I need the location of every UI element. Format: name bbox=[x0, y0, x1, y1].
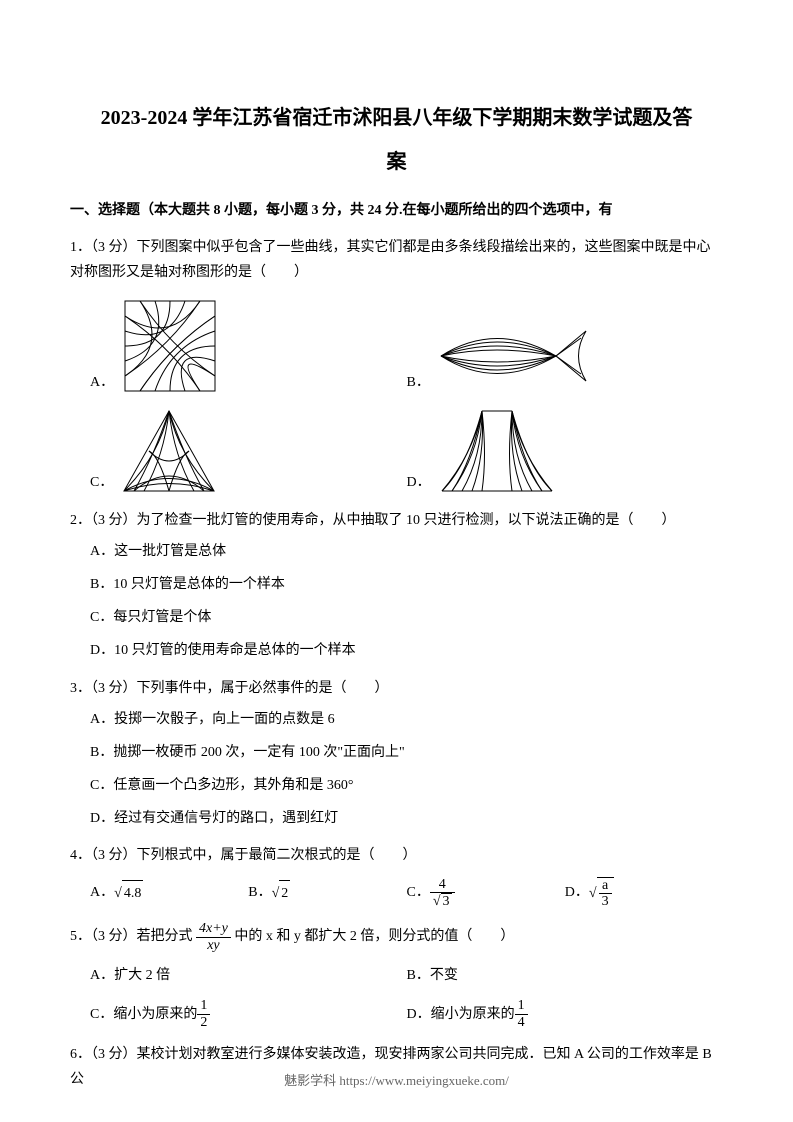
option-a: A．投掷一次骰子，向上一面的点数是 6 bbox=[90, 707, 723, 732]
figure-a-icon bbox=[120, 296, 220, 396]
image-options-row-2: C． D． bbox=[70, 406, 723, 496]
option-d: D．经过有交通信号灯的路口，遇到红灯 bbox=[90, 806, 723, 831]
option-a: A．这一批灯管是总体 bbox=[90, 539, 723, 564]
option-b: B．抛掷一枚硬币 200 次，一定有 100 次"正面向上" bbox=[90, 740, 723, 765]
radicand: 3 bbox=[441, 893, 452, 909]
denominator: 2 bbox=[197, 1015, 210, 1030]
numerator: 1 bbox=[515, 998, 528, 1014]
radicand: a3 bbox=[597, 877, 614, 910]
denominator: 4 bbox=[515, 1015, 528, 1030]
question-text: 5．（3 分）若把分式 4x+yxy 中的 x 和 y 都扩大 2 倍，则分式的… bbox=[70, 921, 723, 953]
question-prefix: 6．（3 分） bbox=[70, 1047, 137, 1062]
option-label: B． bbox=[248, 880, 271, 905]
text-after: 中的 x 和 y 都扩大 2 倍，则分式的值（ ） bbox=[231, 930, 515, 945]
options: A．这一批灯管是总体 B．10 只灯管是总体的一个样本 C．每只灯管是个体 D．… bbox=[70, 539, 723, 664]
question-text: 4．（3 分）下列根式中，属于最简二次根式的是（ ） bbox=[70, 843, 723, 868]
question-prefix: 3．（3 分） bbox=[70, 681, 137, 696]
option-d: D．10 只灯管的使用寿命是总体的一个样本 bbox=[90, 638, 723, 663]
option-c: C． 4 √3 bbox=[407, 877, 565, 910]
figure-c-icon bbox=[119, 406, 219, 496]
option-c: C．缩小为原来的 12 bbox=[90, 998, 407, 1030]
option-label: A． bbox=[90, 370, 114, 395]
question-5: 5．（3 分）若把分式 4x+yxy 中的 x 和 y 都扩大 2 倍，则分式的… bbox=[70, 921, 723, 1030]
denominator: √3 bbox=[430, 893, 455, 909]
denominator: 3 bbox=[599, 894, 612, 909]
option-label: B． bbox=[407, 370, 430, 395]
numerator: 1 bbox=[197, 998, 210, 1014]
option-d: D．缩小为原来的 14 bbox=[407, 998, 724, 1030]
option-label: D． bbox=[565, 880, 589, 905]
question-text: 2．（3 分）为了检查一批灯管的使用寿命，从中抽取了 10 只进行检测，以下说法… bbox=[70, 508, 723, 533]
question-2: 2．（3 分）为了检查一批灯管的使用寿命，从中抽取了 10 只进行检测，以下说法… bbox=[70, 508, 723, 664]
option-b: B． √2 bbox=[248, 877, 406, 910]
exam-title-line1: 2023-2024 学年江苏省宿迁市沭阳县八年级下学期期末数学试题及答 bbox=[70, 100, 723, 136]
option-a: A． √4.8 bbox=[90, 877, 248, 910]
question-prefix: 4．（3 分） bbox=[70, 848, 137, 863]
question-prefix: 2．（3 分） bbox=[70, 513, 137, 528]
option-b: B．10 只灯管是总体的一个样本 bbox=[90, 572, 723, 597]
image-options-row-1: A． bbox=[70, 296, 723, 396]
question-text: 3．（3 分）下列事件中，属于必然事件的是（ ） bbox=[70, 676, 723, 701]
option-d: D． √a3 bbox=[565, 877, 723, 910]
page-footer: 魅影学科 https://www.meiyingxueke.com/ bbox=[0, 1069, 793, 1092]
fraction: 12 bbox=[197, 998, 210, 1030]
question-body: 下列图案中似乎包含了一些曲线，其实它们都是由多条线段描绘出来的，这些图案中既是中… bbox=[70, 240, 711, 280]
option-label: A． bbox=[90, 880, 114, 905]
radicand: 2 bbox=[279, 880, 290, 906]
figure-d-icon bbox=[437, 406, 557, 496]
option-prefix: C．缩小为原来的 bbox=[90, 1002, 197, 1027]
option-d: D． bbox=[407, 406, 724, 496]
question-text: 1．（3 分）下列图案中似乎包含了一些曲线，其实它们都是由多条线段描绘出来的，这… bbox=[70, 235, 723, 285]
option-c: C． bbox=[90, 406, 407, 496]
question-3: 3．（3 分）下列事件中，属于必然事件的是（ ） A．投掷一次骰子，向上一面的点… bbox=[70, 676, 723, 832]
question-prefix: 1．（3 分） bbox=[70, 240, 137, 255]
option-prefix: D．缩小为原来的 bbox=[407, 1002, 515, 1027]
numerator: 4 bbox=[430, 877, 455, 893]
numerator: a bbox=[599, 878, 612, 894]
sqrt-expr: √4.8 bbox=[114, 880, 143, 906]
question-4: 4．（3 分）下列根式中，属于最简二次根式的是（ ） A． √4.8 B． √2… bbox=[70, 843, 723, 909]
options: A．投掷一次骰子，向上一面的点数是 6 B．抛掷一枚硬币 200 次，一定有 1… bbox=[70, 707, 723, 832]
option-label: C． bbox=[90, 470, 113, 495]
question-body: 为了检查一批灯管的使用寿命，从中抽取了 10 只进行检测，以下说法正确的是（ ） bbox=[137, 513, 676, 528]
text-before: 若把分式 bbox=[137, 930, 197, 945]
options-row-1: A．扩大 2 倍 B．不变 bbox=[70, 963, 723, 988]
fraction: 4x+yxy bbox=[196, 921, 231, 953]
options-row-2: C．缩小为原来的 12 D．缩小为原来的 14 bbox=[70, 998, 723, 1030]
question-body: 下列事件中，属于必然事件的是（ ） bbox=[137, 681, 389, 696]
section-header: 一、选择题（本大题共 8 小题，每小题 3 分，共 24 分.在每小题所给出的四… bbox=[70, 198, 723, 223]
exam-title-line2: 案 bbox=[70, 144, 723, 180]
fraction: 4 √3 bbox=[430, 877, 455, 910]
question-prefix: 5．（3 分） bbox=[70, 930, 137, 945]
option-a: A． bbox=[90, 296, 407, 396]
question-body: 下列根式中，属于最简二次根式的是（ ） bbox=[137, 848, 417, 863]
option-c: C．每只灯管是个体 bbox=[90, 605, 723, 630]
option-b: B．不变 bbox=[407, 963, 724, 988]
numerator: 4x+y bbox=[196, 921, 231, 937]
radicand: 4.8 bbox=[122, 880, 144, 906]
option-b: B． bbox=[407, 296, 724, 396]
options: A． √4.8 B． √2 C． 4 √3 D． √a3 bbox=[70, 877, 723, 910]
sqrt-expr: √2 bbox=[272, 880, 291, 906]
option-label: C． bbox=[407, 880, 430, 905]
question-1: 1．（3 分）下列图案中似乎包含了一些曲线，其实它们都是由多条线段描绘出来的，这… bbox=[70, 235, 723, 495]
denominator: xy bbox=[196, 938, 231, 953]
sqrt-expr: √a3 bbox=[589, 877, 614, 910]
figure-b-icon bbox=[436, 316, 596, 396]
option-c: C．任意画一个凸多边形，其外角和是 360° bbox=[90, 773, 723, 798]
option-label: D． bbox=[407, 470, 431, 495]
fraction: 14 bbox=[515, 998, 528, 1030]
option-a: A．扩大 2 倍 bbox=[90, 963, 407, 988]
